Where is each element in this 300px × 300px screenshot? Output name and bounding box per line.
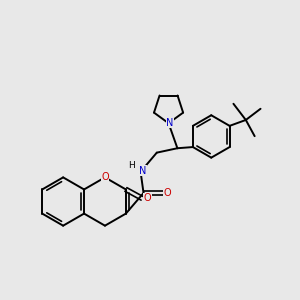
Text: O: O xyxy=(143,193,151,203)
Text: N: N xyxy=(166,118,173,128)
Text: O: O xyxy=(101,172,109,182)
Text: O: O xyxy=(164,188,172,198)
Text: H: H xyxy=(128,161,135,170)
Text: N: N xyxy=(139,166,147,176)
